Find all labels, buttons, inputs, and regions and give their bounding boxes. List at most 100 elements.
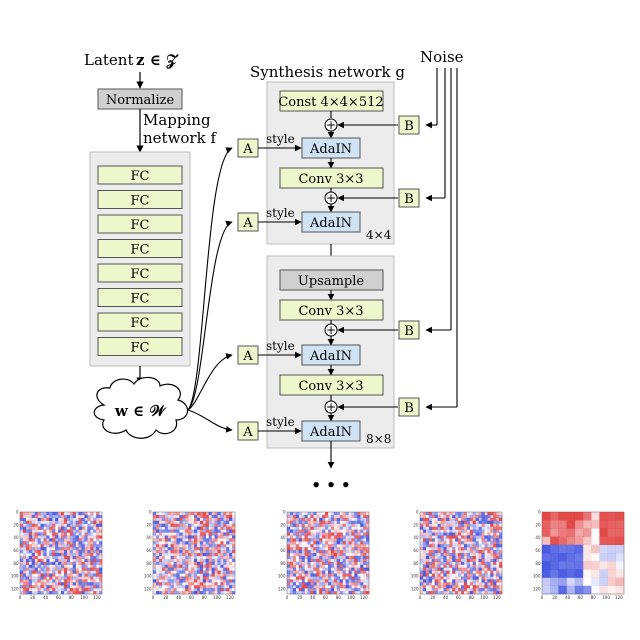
heatmap-cell xyxy=(49,561,53,565)
heatmap-cell xyxy=(90,514,94,519)
heatmap-cell xyxy=(425,570,429,574)
heatmap-cell xyxy=(81,535,85,539)
heatmap-cell xyxy=(466,532,470,536)
heatmap-cell xyxy=(420,535,424,539)
heatmap-cell xyxy=(481,541,485,545)
heatmap-cell xyxy=(295,514,299,519)
heatmap-cell xyxy=(420,544,424,548)
heatmap-cell xyxy=(298,514,302,519)
heatmap-cell xyxy=(452,547,456,551)
fc-box xyxy=(97,288,183,307)
heatmap-cell xyxy=(20,576,24,580)
heatmap-cell xyxy=(346,568,349,571)
heatmap-cell xyxy=(34,514,38,519)
heatmap-cell xyxy=(37,535,41,539)
heatmap-cell xyxy=(167,573,171,577)
heatmap-cell xyxy=(345,544,349,548)
heatmap-cell xyxy=(472,512,476,516)
heatmap-cell xyxy=(351,544,355,548)
heatmap-cell xyxy=(295,550,299,554)
heatmap-cell xyxy=(28,567,32,571)
heatmap-cell xyxy=(41,556,44,559)
heatmap-cell xyxy=(461,535,465,539)
heatmap-cell xyxy=(466,526,470,530)
heatmap-cell xyxy=(490,585,494,589)
heatmap-cell xyxy=(81,532,85,536)
heatmap-cell xyxy=(229,532,233,536)
heatmap-cell xyxy=(484,555,488,560)
heatmap-cell xyxy=(301,532,305,536)
heatmap-cell xyxy=(455,547,459,551)
heatmap-cell xyxy=(25,514,29,519)
heatmap-cell xyxy=(319,535,323,539)
heatmap-cell xyxy=(196,535,201,539)
heatmap-cell xyxy=(296,588,299,591)
heatmap-cell xyxy=(159,541,162,544)
heatmap-cell xyxy=(37,514,41,519)
heatmap-cell xyxy=(336,567,340,571)
heatmap-cell xyxy=(319,582,323,586)
heatmap-cell xyxy=(176,555,180,560)
heatmap-cell xyxy=(158,591,162,595)
heatmap-cell xyxy=(199,564,203,568)
heatmap-cell xyxy=(574,528,584,537)
heatmap-cell xyxy=(461,570,465,574)
heatmap-cell xyxy=(319,514,323,519)
heatmap-cell xyxy=(158,529,162,533)
heatmap-cell xyxy=(25,553,29,557)
heatmap-cell xyxy=(357,591,361,595)
heatmap-cell xyxy=(455,588,459,592)
heatmap-cell xyxy=(179,532,183,536)
heatmap-cell xyxy=(159,512,162,515)
heatmap-cell xyxy=(20,588,24,592)
heatmap-cell xyxy=(87,550,91,554)
heatmap-cell xyxy=(217,567,221,571)
heatmap-cell xyxy=(310,588,314,592)
heatmap-cell xyxy=(226,526,230,530)
heatmap-cell xyxy=(25,570,29,574)
heatmap-cell xyxy=(78,564,82,568)
heatmap-cell xyxy=(487,591,491,595)
heatmap-cell xyxy=(205,547,209,551)
heatmap-cell xyxy=(339,576,343,580)
heatmap-x-tick: 60 xyxy=(578,595,584,600)
heatmap-cell xyxy=(550,536,559,545)
heatmap-cell xyxy=(301,567,305,571)
heatmap-cell xyxy=(313,576,317,580)
heatmap-cell xyxy=(182,553,186,557)
heatmap-cell xyxy=(425,526,429,530)
heatmap-cell xyxy=(179,567,183,571)
heatmap-cell xyxy=(25,564,29,568)
heatmap-cell xyxy=(52,582,56,586)
heatmap-cell xyxy=(333,570,337,574)
heatmap-cell xyxy=(232,538,236,542)
heatmap-cell xyxy=(153,573,157,577)
heatmap-cell xyxy=(58,555,62,560)
heatmap-cell xyxy=(87,526,91,530)
heatmap-cell xyxy=(93,570,97,574)
heatmap-cell xyxy=(66,514,70,519)
heatmap-cell xyxy=(434,544,438,548)
heatmap-cell xyxy=(167,523,171,527)
heatmap-cell xyxy=(351,561,355,565)
heatmap-cell xyxy=(339,532,343,536)
heatmap-cell xyxy=(84,591,88,595)
heatmap-cell xyxy=(194,561,198,565)
heatmap-cell xyxy=(232,535,236,539)
heatmap-cell xyxy=(211,555,215,560)
heatmap-cell xyxy=(336,547,340,551)
heatmap-cell xyxy=(194,514,198,519)
heatmap-cell xyxy=(452,591,456,595)
heatmap-cell xyxy=(226,529,230,533)
heatmap-cell xyxy=(325,550,329,554)
heatmap-cell xyxy=(155,523,160,527)
heatmap-cell xyxy=(182,541,186,545)
heatmap-cell xyxy=(446,535,450,539)
heatmap-cell xyxy=(499,570,503,574)
heatmap-cell xyxy=(75,541,79,545)
heatmap-cell xyxy=(46,576,50,580)
heatmap-cell xyxy=(52,538,56,542)
heatmap-cell xyxy=(434,512,438,516)
heatmap-x-tick: 0 xyxy=(152,595,155,600)
heatmap-cell xyxy=(179,579,183,583)
